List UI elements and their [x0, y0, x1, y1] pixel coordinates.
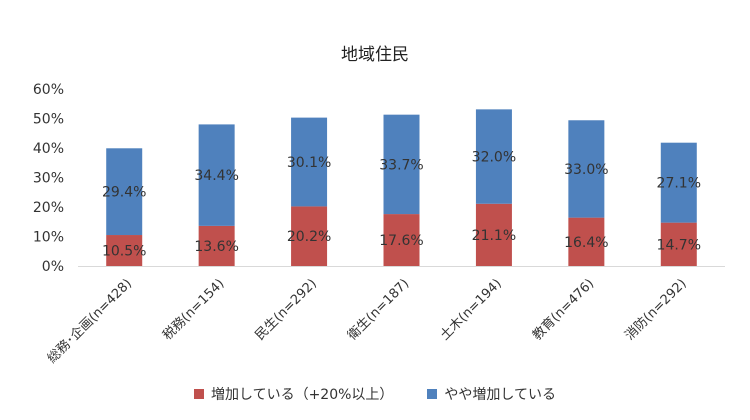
x-tick-label: 税務(n=154) — [160, 276, 227, 343]
legend-swatch-increase — [193, 389, 204, 399]
legend-label-increase: 増加している（+20%以上） — [210, 387, 394, 403]
data-label-slight-increase: 27.1% — [657, 176, 701, 192]
bar-segment-increase — [383, 214, 420, 266]
legend-item-increase: 増加している（+20%以上） — [193, 384, 394, 404]
legend: 増加している（+20%以上） やや増加している — [0, 384, 750, 404]
y-tick-label: 60% — [33, 82, 64, 98]
data-label-increase: 16.4% — [564, 235, 608, 251]
data-label-slight-increase: 34.4% — [194, 168, 238, 184]
y-tick-label: 30% — [33, 171, 64, 187]
data-label-slight-increase: 33.7% — [379, 157, 423, 173]
y-tick-label: 10% — [33, 230, 64, 246]
y-tick-label: 0% — [42, 259, 64, 275]
x-tick-label: 教育(n=476) — [529, 276, 597, 344]
x-tick-label: 総務･企画(n=428) — [44, 276, 135, 367]
data-label-increase: 20.2% — [287, 229, 331, 245]
data-label-increase: 21.1% — [472, 228, 516, 244]
bar-segment-increase — [291, 206, 328, 266]
bar-segment-increase — [106, 235, 143, 266]
bar-segment-increase — [475, 203, 512, 266]
x-tick-label: 土木(n=194) — [438, 276, 505, 343]
data-label-increase: 17.6% — [379, 233, 423, 249]
x-tick-label: 衛生(n=187) — [345, 276, 412, 343]
bar-segment-increase — [568, 217, 605, 266]
data-label-slight-increase: 32.0% — [472, 150, 516, 166]
data-label-slight-increase: 33.0% — [564, 162, 608, 178]
data-label-increase: 14.7% — [657, 237, 701, 253]
bar-segment-slight-increase — [106, 148, 143, 236]
data-label-increase: 13.6% — [194, 239, 238, 255]
data-label-slight-increase: 29.4% — [102, 185, 146, 201]
chart-title: 地域住民 — [341, 45, 409, 65]
bar-segment-slight-increase — [475, 109, 512, 204]
x-tick-label: 民生(n=292) — [253, 276, 320, 343]
y-tick-label: 40% — [33, 141, 64, 157]
bar-segment-slight-increase — [568, 120, 605, 218]
bar-segment-slight-increase — [660, 142, 697, 223]
bar-segment-increase — [198, 225, 235, 266]
y-tick-label: 20% — [33, 200, 64, 216]
data-label-increase: 10.5% — [102, 244, 146, 260]
legend-label-slight-increase: やや増加している — [444, 387, 557, 403]
data-label-slight-increase: 30.1% — [287, 155, 331, 171]
bar-segment-slight-increase — [198, 124, 235, 226]
bar-segment-slight-increase — [291, 117, 328, 207]
legend-item-slight-increase: やや増加している — [427, 384, 556, 404]
legend-swatch-slight-increase — [427, 389, 438, 399]
y-tick-label: 50% — [33, 112, 64, 128]
x-tick-label: 消防(n=292) — [622, 276, 690, 344]
bar-segment-increase — [660, 222, 697, 266]
bar-segment-slight-increase — [383, 114, 420, 215]
